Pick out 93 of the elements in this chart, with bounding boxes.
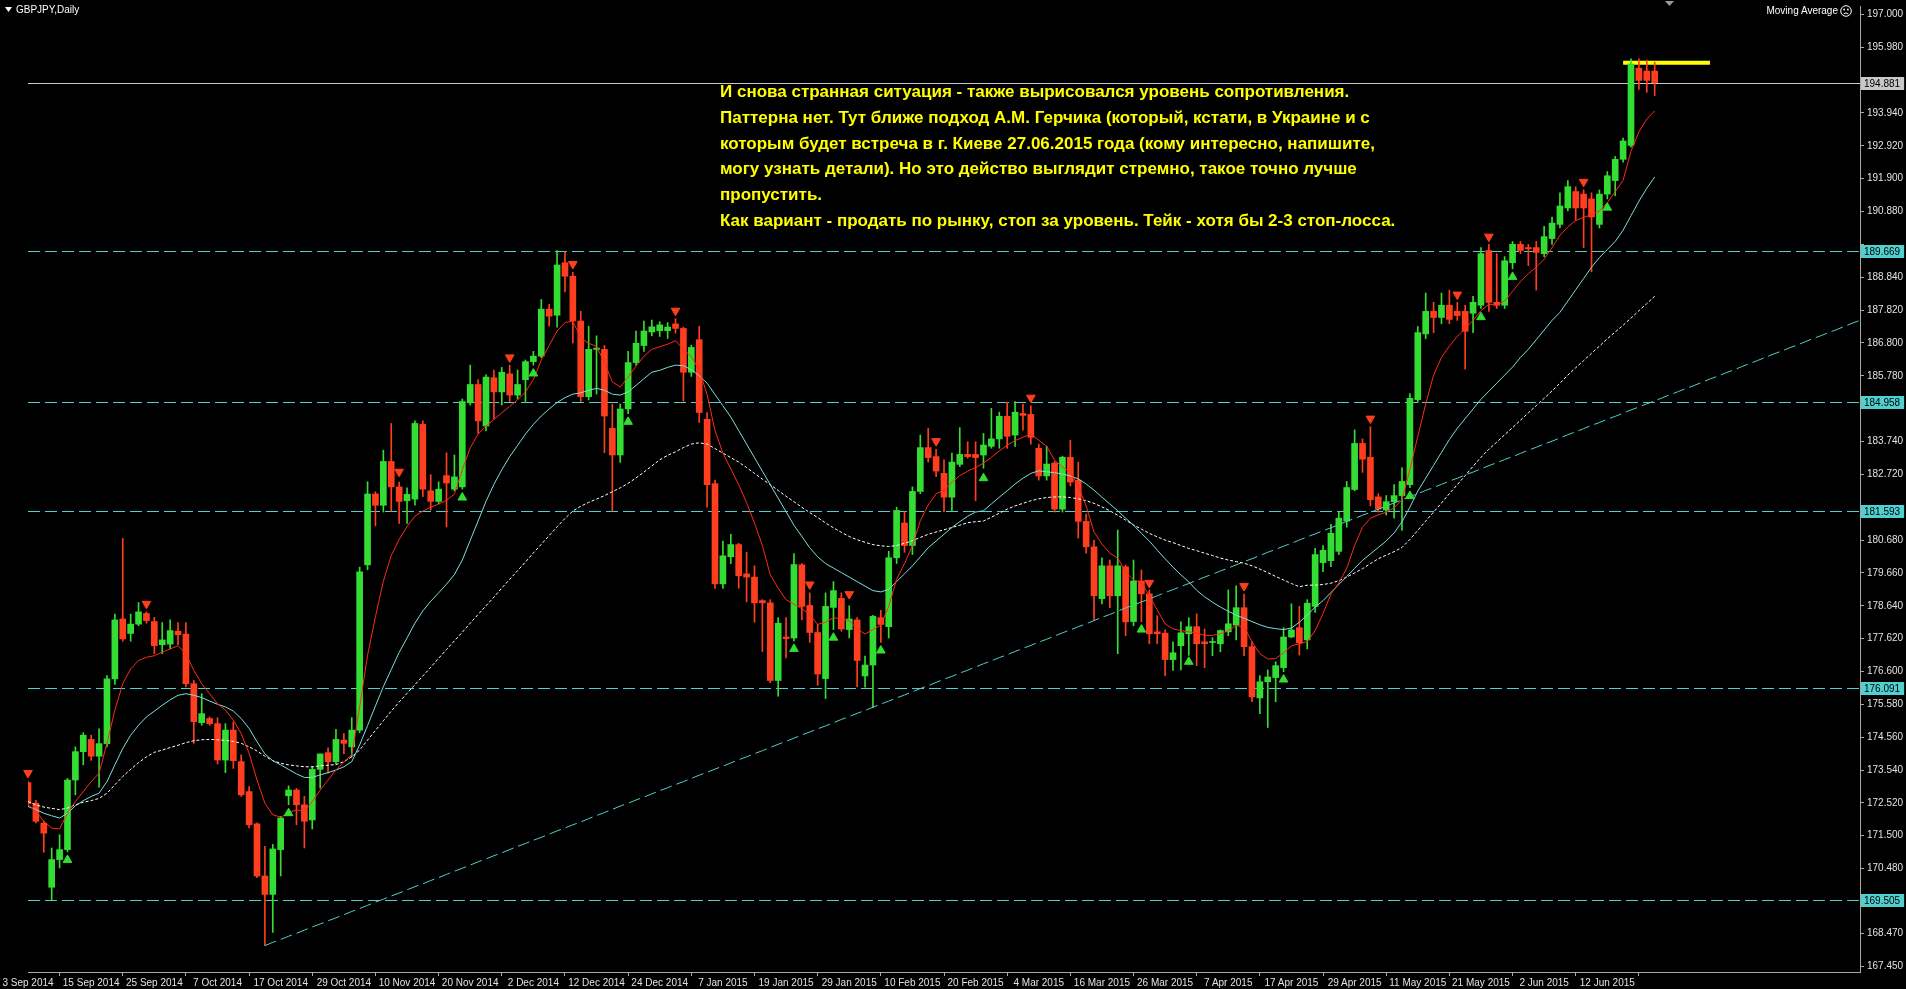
candlestick	[261, 846, 269, 946]
y-tick-label: 175.580	[1867, 698, 1904, 710]
x-tick-label: 7 Jan 2015	[698, 976, 749, 988]
x-tick-label: 10 Nov 2014	[378, 976, 436, 988]
x-tick-label: 29 Apr 2015	[1327, 976, 1383, 988]
y-tick-label: 192.920	[1867, 139, 1904, 151]
candlestick	[340, 733, 348, 754]
x-tick-label: 19 Jan 2015	[758, 976, 815, 988]
y-tick-label: 177.620	[1867, 632, 1904, 644]
x-tick-label: 16 Mar 2015	[1073, 976, 1131, 988]
x-tick-label: 2 Dec 2014	[507, 976, 560, 988]
y-tick-label: 178.640	[1867, 599, 1904, 611]
x-tick-label: 20 Nov 2014	[441, 976, 499, 988]
point	[457, 492, 468, 501]
y-tick-label: 191.900	[1867, 172, 1904, 184]
x-tick-label: 11 May 2015	[1389, 976, 1447, 988]
y-tick-label: 187.820	[1867, 303, 1904, 315]
point	[1578, 178, 1589, 188]
point	[141, 600, 152, 610]
ref-line-label: 189.669	[1864, 245, 1901, 257]
y-tick-label: 179.660	[1867, 566, 1904, 578]
point	[978, 472, 989, 482]
x-tick-label: 7 Apr 2015	[1204, 976, 1253, 988]
annotation: Moving Average	[1766, 5, 1838, 17]
candlestick	[1019, 403, 1027, 431]
x-tick-label: 24 Dec 2014	[631, 976, 689, 988]
x-tick-label: 29 Oct 2014	[316, 976, 372, 988]
point	[568, 261, 578, 270]
point	[1144, 579, 1155, 589]
x-tick-label: 12 Dec 2014	[568, 976, 626, 988]
y-tick-label: 176.600	[1867, 665, 1904, 677]
chart-title: GBPJPY,Daily	[16, 4, 80, 16]
ref-line-label: 169.505	[1864, 894, 1901, 906]
annotation: И снова странная ситуация - также вырисовался уровень сопротивления. Паттерна нет. Тут ближе подход А.М. Герчика (который, кстати, в Украине и с которым будет встреча в г. Киеве 27.06.2015 года (кому интересно, напишите, могу узнать детали). Но это действо выглядит стремно, такое точно лучше пропустить. Как вариант - продать по рынку, стоп за уровень. Тейк - хотя бы 2-3 стоп-лосса.	[720, 81, 1396, 232]
point	[670, 307, 681, 317]
x-tick-label: 17 Oct 2014	[253, 976, 309, 988]
y-tick-label: 185.780	[1867, 369, 1904, 381]
y-tick-label: 168.470	[1867, 927, 1904, 939]
x-tick-label: 10 Feb 2015	[884, 976, 941, 988]
y-tick-label: 183.740	[1867, 435, 1904, 447]
y-tick-label: 173.540	[1867, 763, 1904, 775]
x-tick-label: 17 Apr 2015	[1264, 976, 1319, 988]
point	[283, 807, 294, 817]
point	[828, 632, 839, 641]
point	[931, 438, 941, 447]
x-tick-label: 29 Jan 2015	[821, 976, 878, 988]
y-tick-label: 171.500	[1867, 829, 1904, 841]
x-tick-label: 12 Jun 2015	[1579, 976, 1636, 988]
y-tick-label: 182.720	[1867, 468, 1904, 480]
candlestick	[119, 538, 127, 642]
point	[1026, 394, 1036, 404]
point	[844, 591, 855, 600]
y-tick-label: 174.560	[1867, 730, 1904, 742]
point	[876, 645, 886, 654]
y-tick-label: 190.880	[1867, 205, 1904, 217]
point	[528, 368, 539, 377]
ref-line-label: 176.091	[1864, 682, 1901, 694]
y-tick-label: 197.000	[1867, 8, 1904, 20]
x-tick-label: 25 Sep 2014	[125, 976, 184, 988]
y-tick-label: 195.980	[1867, 40, 1904, 52]
point	[1452, 291, 1463, 301]
x-tick-label: 2 Jun 2015	[1519, 976, 1570, 988]
ref-line-label: 181.593	[1864, 505, 1901, 517]
y-tick-label: 170.480	[1867, 862, 1904, 874]
x-tick-label: 21 May 2015	[1452, 976, 1511, 988]
point	[1405, 490, 1415, 499]
point	[394, 468, 404, 478]
line-series	[27, 295, 1656, 811]
x-tick-label: 20 Feb 2015	[947, 976, 1005, 988]
x-tick-label: 4 Mar 2015	[1013, 976, 1065, 988]
y-tick-label: 167.450	[1867, 959, 1904, 971]
point	[1365, 415, 1376, 425]
x-tick-label: 26 Mar 2015	[1137, 976, 1194, 988]
x-tick-label: 3 Sep 2014	[2, 976, 55, 988]
ref-line-label: 194.881	[1864, 77, 1901, 89]
y-tick-label: 188.840	[1867, 270, 1904, 282]
point	[1484, 233, 1494, 243]
point	[1183, 656, 1194, 665]
x-tick-label: 15 Sep 2014	[62, 976, 120, 988]
y-tick-label: 186.800	[1867, 336, 1904, 348]
x-tick-label: 7 Oct 2014	[193, 976, 243, 988]
point	[1278, 674, 1289, 683]
y-tick-label: 172.520	[1867, 796, 1904, 808]
point	[789, 643, 799, 652]
point	[1136, 624, 1147, 633]
point	[804, 581, 815, 591]
ref-line-label: 184.958	[1864, 396, 1901, 408]
point	[504, 354, 515, 363]
point	[1239, 583, 1249, 592]
point	[623, 416, 633, 425]
y-tick-label: 180.680	[1867, 533, 1904, 545]
y-tick-label: 193.940	[1867, 106, 1904, 118]
point	[62, 854, 73, 863]
